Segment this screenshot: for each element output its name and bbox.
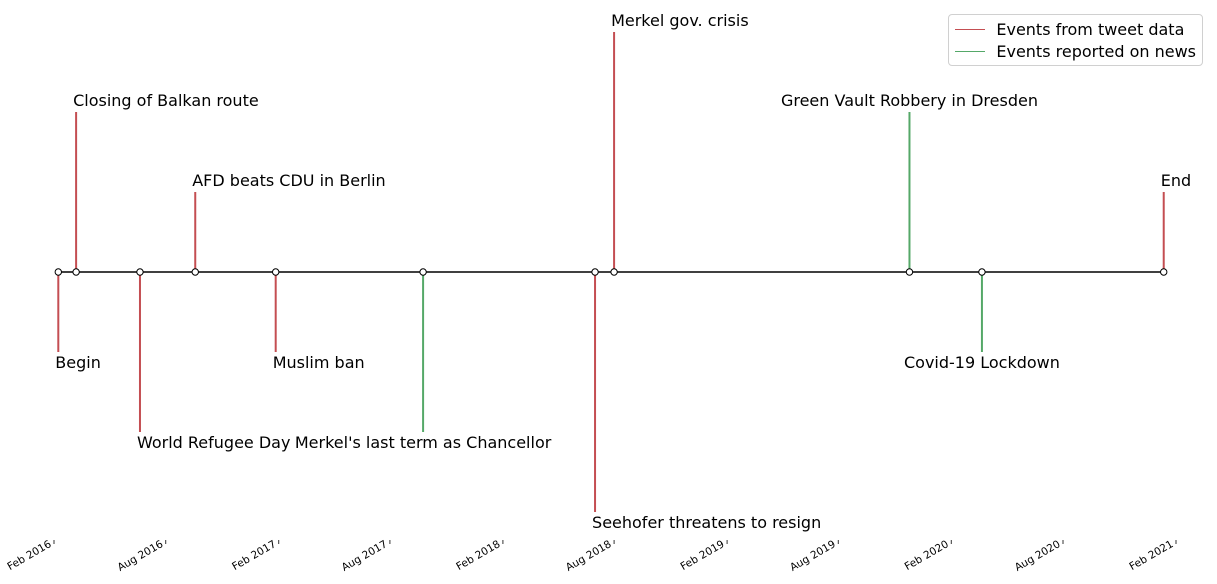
x-tick-label: Feb 2018 <box>454 538 502 573</box>
legend-entry-tweet: Events from tweet data <box>955 18 1196 40</box>
event-labels: Begin Closing of Balkan route World Refuge… <box>55 11 1191 532</box>
legend: Events from tweet data Events reported o… <box>948 14 1203 66</box>
event-label: Green Vault Robbery in Dresden <box>781 91 1038 110</box>
x-tick-label: Feb 2016 <box>5 538 53 573</box>
x-tick-label: Feb 2019 <box>678 538 726 573</box>
event-marker <box>419 268 427 276</box>
event-marker <box>610 268 618 276</box>
x-tick-label: Aug 2020 <box>1013 538 1063 574</box>
event-label: World Refugee Day <box>137 433 290 452</box>
event-label: Begin <box>55 353 101 372</box>
event-marker <box>72 268 80 276</box>
event-label: End <box>1161 171 1191 190</box>
event-label: Merkel's last term as Chancellor <box>295 433 552 452</box>
legend-label-tweet: Events from tweet data <box>996 19 1185 39</box>
x-axis-ticks: Feb 2016 Aug 2016 Feb 2017 Aug 2017 Feb 2018… <box>5 538 1177 574</box>
event-marker <box>591 268 599 276</box>
x-tick-label: Feb 2017 <box>230 538 278 573</box>
x-tick-label: Aug 2019 <box>788 538 838 574</box>
event-label: Seehofer threatens to resign <box>592 513 821 532</box>
event-marker <box>271 268 280 276</box>
event-marker <box>905 268 914 276</box>
event-marker <box>1160 268 1168 276</box>
x-tick-label: Aug 2018 <box>564 538 614 574</box>
event-marker <box>136 268 144 276</box>
event-label: Merkel gov. crisis <box>611 11 749 30</box>
event-label: Covid-19 Lockdown <box>904 353 1060 372</box>
event-marker <box>54 268 62 276</box>
legend-swatch-news <box>955 50 986 52</box>
event-marker <box>978 268 986 276</box>
x-tick-label: Aug 2016 <box>115 538 165 574</box>
legend-entry-news: Events reported on news <box>955 40 1196 62</box>
event-markers <box>54 268 1168 276</box>
legend-swatch-tweet <box>955 28 986 30</box>
event-stems <box>57 32 1165 512</box>
x-tick-label: Feb 2021 <box>1127 538 1175 573</box>
event-marker <box>191 268 199 276</box>
legend-label-news: Events reported on news <box>996 41 1196 61</box>
event-label: Closing of Balkan route <box>73 91 259 110</box>
x-tick-label: Feb 2020 <box>903 538 951 573</box>
event-label: Muslim ban <box>273 353 365 372</box>
event-label: AFD beats CDU in Berlin <box>192 171 385 190</box>
x-tick-label: Aug 2017 <box>340 538 390 574</box>
